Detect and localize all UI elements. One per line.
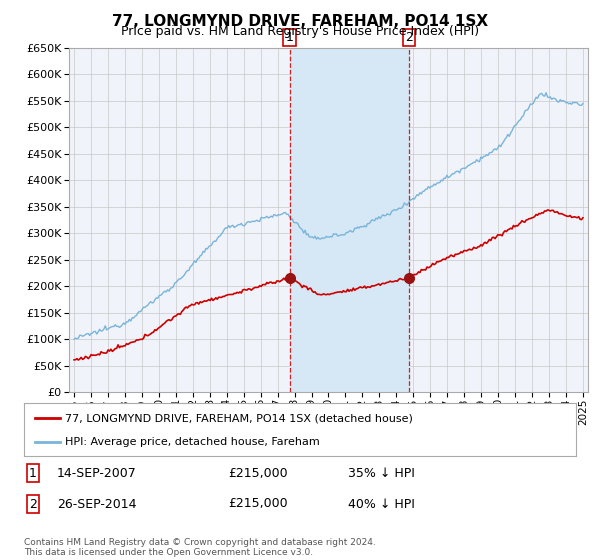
Text: 14-SEP-2007: 14-SEP-2007 (57, 466, 137, 480)
Text: £215,000: £215,000 (228, 466, 287, 480)
Text: Contains HM Land Registry data © Crown copyright and database right 2024.
This d: Contains HM Land Registry data © Crown c… (24, 538, 376, 557)
Bar (290, 48, 409, 392)
Text: 77, LONGMYND DRIVE, FAREHAM, PO14 1SX (detached house): 77, LONGMYND DRIVE, FAREHAM, PO14 1SX (d… (65, 413, 413, 423)
Text: 2: 2 (29, 497, 37, 511)
Text: 1: 1 (29, 466, 37, 480)
Text: Price paid vs. HM Land Registry's House Price Index (HPI): Price paid vs. HM Land Registry's House … (121, 25, 479, 38)
Text: £215,000: £215,000 (228, 497, 287, 511)
Text: 40% ↓ HPI: 40% ↓ HPI (348, 497, 415, 511)
Text: 77, LONGMYND DRIVE, FAREHAM, PO14 1SX: 77, LONGMYND DRIVE, FAREHAM, PO14 1SX (112, 14, 488, 29)
Text: 26-SEP-2014: 26-SEP-2014 (57, 497, 137, 511)
Text: HPI: Average price, detached house, Fareham: HPI: Average price, detached house, Fare… (65, 436, 320, 446)
Text: 2: 2 (405, 31, 413, 44)
Text: 1: 1 (286, 31, 293, 44)
Text: 35% ↓ HPI: 35% ↓ HPI (348, 466, 415, 480)
